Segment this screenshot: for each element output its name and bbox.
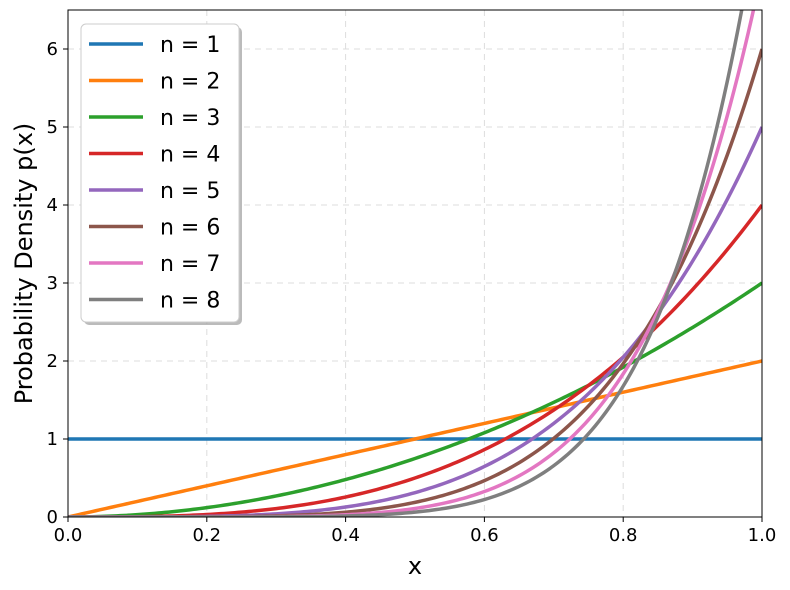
- x-tick-label: 0.8: [609, 525, 638, 546]
- y-tick-label: 3: [47, 273, 58, 294]
- legend-label: n = 4: [160, 143, 220, 168]
- legend-label: n = 1: [160, 33, 220, 58]
- plot-frame: [67, 9, 763, 518]
- x-tick-label: 0.4: [331, 525, 360, 546]
- legend-label: n = 3: [160, 106, 220, 131]
- legend-label: n = 5: [160, 179, 220, 204]
- axis-ticks: 0.0 0.2 0.4 0.6 0.8 1.0 0 1 2 3 4 5 6: [47, 39, 777, 546]
- x-tick-label: 0.6: [470, 525, 499, 546]
- series-line-n3: [68, 281, 762, 517]
- y-tick-label: 5: [47, 117, 58, 138]
- x-axis-label: x: [408, 552, 422, 580]
- legend-label: n = 8: [160, 289, 220, 314]
- y-tick-label: 2: [47, 351, 58, 372]
- y-axis-label: Probability Density p(x): [10, 123, 38, 405]
- x-tick-label: 1.0: [748, 525, 777, 546]
- x-tick-label: 0.2: [192, 525, 221, 546]
- x-tick-label: 0.0: [54, 525, 83, 546]
- legend-label: n = 7: [160, 252, 220, 277]
- y-tick-label: 1: [47, 429, 58, 450]
- y-tick-label: 4: [47, 195, 58, 216]
- y-tick-label: 0: [47, 507, 58, 528]
- legend: n = 1 n = 2 n = 3 n = 4 n = 5 n = 6 n = 7 n = 8: [80, 23, 242, 325]
- series-line-n8: [68, 10, 744, 517]
- legend-box: [80, 23, 240, 323]
- legend-label: n = 2: [160, 70, 220, 95]
- y-tick-label: 6: [47, 39, 58, 60]
- series-line-n2: [68, 359, 762, 517]
- legend-label: n = 6: [160, 216, 220, 241]
